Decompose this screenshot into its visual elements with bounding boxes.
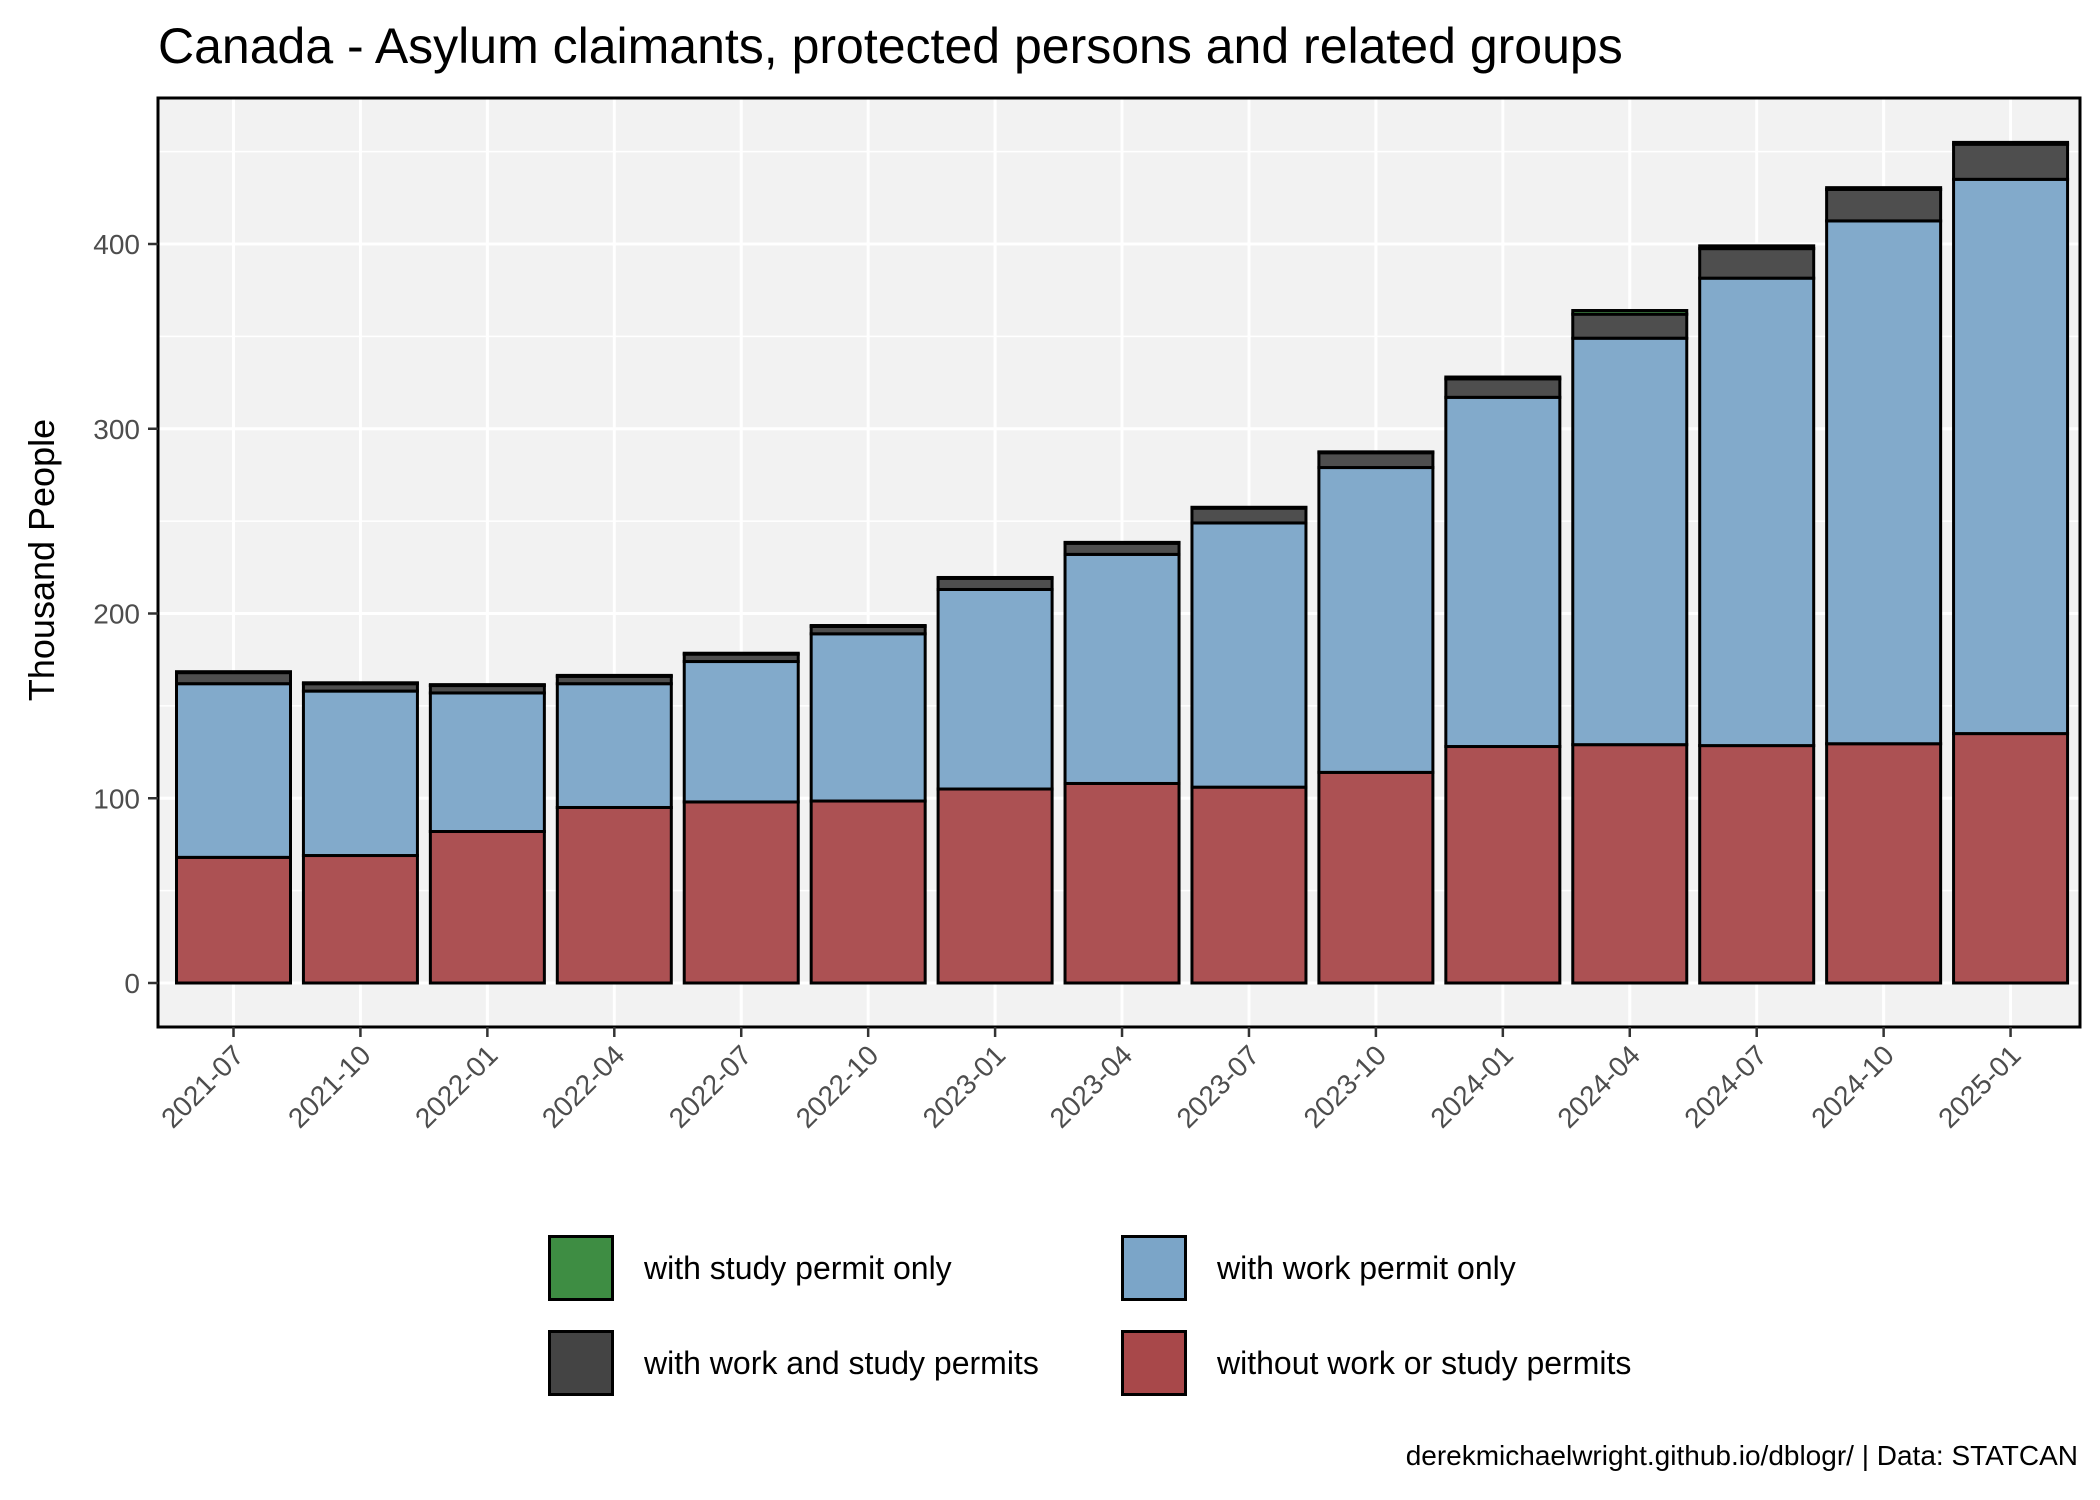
bar-segment bbox=[1190, 506, 1308, 525]
bar-segment bbox=[1063, 552, 1181, 785]
bar-segment bbox=[1952, 142, 2070, 181]
bar-segment bbox=[1698, 744, 1816, 985]
bar-segment bbox=[1952, 140, 2070, 146]
bar-segment bbox=[809, 632, 927, 803]
bar-segment bbox=[1190, 785, 1308, 985]
bar-segment bbox=[936, 576, 1054, 591]
bar-segment bbox=[428, 683, 546, 688]
bar-segment bbox=[1063, 541, 1181, 556]
bar-segment bbox=[1190, 505, 1308, 510]
y-tick-label: 400 bbox=[93, 229, 140, 260]
x-tick-label: 2024-10 bbox=[1805, 1039, 1900, 1134]
x-tick-label: 2023-10 bbox=[1298, 1039, 1393, 1134]
bar-segment bbox=[809, 799, 927, 985]
x-tick-label: 2022-07 bbox=[663, 1039, 758, 1134]
bar-segment bbox=[1698, 276, 1816, 748]
bar-segment bbox=[809, 624, 927, 628]
y-tick-label: 100 bbox=[93, 783, 140, 814]
bar-segment bbox=[1571, 312, 1689, 340]
bar-segment bbox=[1444, 377, 1562, 399]
x-tick-label: 2022-04 bbox=[536, 1039, 631, 1134]
bar-segment bbox=[1825, 742, 1943, 985]
bar-segment bbox=[682, 660, 800, 804]
bar-segment bbox=[1444, 395, 1562, 749]
bar-segment bbox=[301, 689, 419, 858]
x-tick-label: 2021-07 bbox=[155, 1039, 250, 1134]
bar-segment bbox=[555, 673, 673, 678]
y-tick-label: 300 bbox=[93, 414, 140, 445]
bar-segment bbox=[301, 854, 419, 985]
bar-segment bbox=[936, 587, 1054, 791]
bar-segment bbox=[175, 671, 292, 686]
legend-swatch-work-and-study-permits bbox=[548, 1330, 614, 1396]
bar-segment bbox=[1571, 336, 1689, 747]
bar-segment bbox=[1190, 521, 1308, 789]
y-tick-label: 0 bbox=[124, 968, 140, 999]
plot-border bbox=[156, 96, 2082, 1029]
bar-segment bbox=[175, 682, 292, 859]
legend-label: without work or study permits bbox=[1217, 1345, 1632, 1381]
x-tick-label: 2023-04 bbox=[1044, 1039, 1139, 1134]
bar-segment bbox=[555, 805, 673, 985]
bar-segment bbox=[301, 681, 419, 686]
bar-segment bbox=[1317, 450, 1435, 455]
bar-segment bbox=[1317, 466, 1435, 774]
bar-segment bbox=[555, 682, 673, 809]
bar-segment bbox=[1444, 745, 1562, 985]
bar-segment bbox=[1698, 247, 1816, 280]
legend-swatch-work-permit-only bbox=[1121, 1235, 1187, 1301]
x-tick-label: 2022-10 bbox=[790, 1039, 885, 1134]
x-tick-label: 2025-01 bbox=[1932, 1039, 2027, 1134]
bar-layer bbox=[175, 140, 2070, 985]
x-tick-label: 2023-07 bbox=[1171, 1039, 1266, 1134]
legend-label: with work permit only bbox=[1217, 1250, 1516, 1286]
bar-segment bbox=[1571, 743, 1689, 985]
bar-segment bbox=[936, 575, 1054, 580]
bar-segment bbox=[1952, 177, 2070, 736]
x-tick-label: 2021-10 bbox=[282, 1039, 377, 1134]
chart-title: Canada - Asylum claimants, protected per… bbox=[158, 18, 1623, 74]
bar-segment bbox=[175, 670, 292, 675]
x-tick-label: 2024-07 bbox=[1678, 1039, 1773, 1134]
x-tick-label: 2023-01 bbox=[917, 1039, 1012, 1134]
legend-label: with work and study permits bbox=[644, 1345, 1039, 1381]
x-tick-label: 2024-04 bbox=[1551, 1039, 1646, 1134]
legend-swatch-without-permits bbox=[1121, 1330, 1187, 1396]
bar-segment bbox=[1698, 244, 1816, 251]
bar-segment bbox=[1825, 186, 1943, 191]
bar-segment bbox=[175, 855, 292, 985]
legend-label: with study permit only bbox=[644, 1250, 952, 1286]
bar-segment bbox=[682, 800, 800, 985]
bar-segment bbox=[1952, 732, 2070, 985]
bar-segment bbox=[428, 691, 546, 834]
bar-segment bbox=[1825, 187, 1943, 223]
x-tick-label: 2024-01 bbox=[1424, 1039, 1519, 1134]
x-tick-label: 2022-01 bbox=[409, 1039, 504, 1134]
legend-swatch-study-permit-only bbox=[548, 1235, 614, 1301]
bar-segment bbox=[1317, 451, 1435, 470]
bar-segment bbox=[682, 651, 800, 656]
bar-segment bbox=[1571, 309, 1689, 316]
bar-segment bbox=[428, 830, 546, 985]
source-caption: derekmichaelwright.github.io/dblogr/ | D… bbox=[1405, 1440, 2078, 1471]
bar-segment bbox=[936, 787, 1054, 985]
bar-segment bbox=[1825, 219, 1943, 746]
bar-segment bbox=[1317, 770, 1435, 985]
bar-segment bbox=[1063, 781, 1181, 985]
bar-segment bbox=[1063, 540, 1181, 545]
y-tick-label: 200 bbox=[93, 599, 140, 630]
bar-segment bbox=[1444, 375, 1562, 381]
